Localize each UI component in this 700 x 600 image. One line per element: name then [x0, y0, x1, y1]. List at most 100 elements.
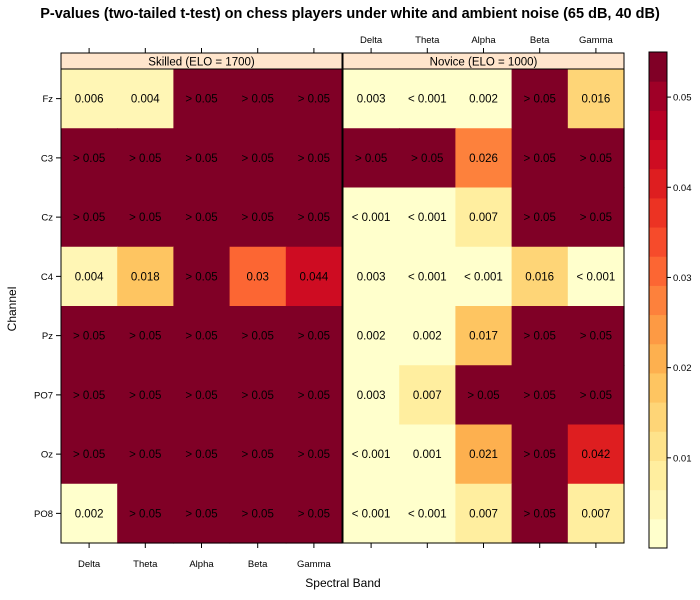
heatmap-cell — [173, 246, 231, 307]
cell-label: < 0.001 — [577, 271, 616, 283]
strip-label: Novice (ELO = 1000) — [430, 57, 538, 69]
heatmap-cell — [511, 128, 569, 189]
colorbar-tick-label: 0.02 — [673, 363, 692, 374]
cell-label: > 0.05 — [185, 390, 217, 402]
colorbar-tick-label: 0.05 — [673, 93, 692, 104]
heatmap-cell — [455, 424, 513, 485]
cell-label: > 0.05 — [524, 331, 556, 343]
cell-label: > 0.05 — [524, 94, 556, 106]
heatmap-cell — [567, 306, 625, 366]
heatmap-cell — [61, 128, 118, 189]
cell-label: > 0.05 — [298, 153, 330, 165]
cell-label: 0.007 — [413, 390, 442, 402]
heatmap-cell — [117, 365, 174, 426]
cell-label: > 0.05 — [185, 94, 217, 106]
axes-layer: Delta Delta Theta Theta Alpha Alpha Beta Beta Ga… — [34, 35, 614, 570]
heatmap-cell — [511, 424, 569, 485]
heatmap-cell — [117, 306, 174, 366]
heatmap-cell — [61, 246, 118, 307]
heatmap-cell — [399, 246, 456, 307]
cell-label: > 0.05 — [298, 212, 330, 224]
heatmap-cell — [399, 424, 456, 485]
heatmap-cell — [455, 365, 513, 426]
cell-label: 0.016 — [525, 271, 554, 283]
y-tick-label: Pz — [42, 331, 53, 342]
cell-label: > 0.05 — [185, 508, 217, 520]
y-tick-label: PO7 — [34, 390, 53, 401]
cell-label: > 0.05 — [580, 331, 612, 343]
cell-label: > 0.05 — [580, 153, 612, 165]
heatmap-cell — [343, 187, 400, 248]
heatmap-cell — [229, 246, 287, 307]
heatmap-cell — [399, 306, 456, 366]
cell-label: > 0.05 — [355, 153, 387, 165]
heatmap-cell — [117, 69, 174, 129]
cell-label: > 0.05 — [73, 331, 105, 343]
colorbar-tick-label: 0.04 — [673, 183, 692, 194]
cell-label: < 0.001 — [408, 94, 447, 106]
heatmap-cell — [173, 69, 231, 129]
y-tick-label: C3 — [41, 153, 53, 164]
cell-label: > 0.05 — [185, 212, 217, 224]
cell-label: 0.002 — [75, 508, 104, 520]
heatmap-cell — [567, 128, 625, 189]
cell-label: > 0.05 — [298, 390, 330, 402]
colorbar-segment — [649, 431, 667, 461]
cell-label: 0.002 — [413, 331, 442, 343]
x-tick-label: Delta — [78, 559, 101, 570]
cell-label: 0.042 — [582, 449, 611, 461]
cell-label: < 0.001 — [408, 508, 447, 520]
cell-label: > 0.05 — [524, 153, 556, 165]
cell-label: 0.003 — [357, 94, 386, 106]
heatmap-cell — [511, 246, 569, 307]
cell-label: 0.044 — [300, 271, 329, 283]
heatmap-cell — [61, 365, 118, 426]
heatmap-cell — [117, 246, 174, 307]
cell-label: > 0.05 — [298, 449, 330, 461]
cell-label: > 0.05 — [580, 212, 612, 224]
cell-label: 0.021 — [469, 449, 498, 461]
y-tick-label: PO8 — [34, 509, 53, 520]
cell-label: 0.017 — [469, 331, 498, 343]
heatmap-cell — [173, 306, 231, 366]
x-tick-label: Gamma — [579, 35, 614, 46]
cell-label: > 0.05 — [467, 390, 499, 402]
heatmap-cell — [117, 187, 174, 248]
heatmap-cell — [399, 483, 456, 544]
cell-label: > 0.05 — [524, 212, 556, 224]
x-tick-label: Theta — [133, 559, 158, 570]
heatmap-cell — [343, 424, 400, 485]
cell-label: 0.026 — [469, 153, 498, 165]
cell-label: > 0.05 — [298, 508, 330, 520]
cell-label: 0.003 — [357, 390, 386, 402]
cell-label: 0.004 — [75, 271, 104, 283]
heatmap-cell — [285, 128, 343, 189]
cell-label: > 0.05 — [242, 212, 274, 224]
heatmap-cell — [399, 187, 456, 248]
colorbar-segment — [649, 197, 667, 228]
heatmap-cell — [343, 69, 400, 129]
cell-label: 0.002 — [357, 331, 386, 343]
heatmap-cell — [567, 424, 625, 485]
cell-label: > 0.05 — [129, 153, 161, 165]
cell-label: > 0.05 — [185, 271, 217, 283]
heatmap-cell — [343, 483, 400, 544]
heatmap-cell — [567, 246, 625, 307]
colorbar-segment — [649, 52, 667, 82]
colorbar-segment — [649, 372, 667, 403]
colorbar-tick-label: 0.03 — [673, 273, 692, 284]
cell-label: > 0.05 — [129, 390, 161, 402]
cell-label: > 0.05 — [129, 331, 161, 343]
heatmap-cell — [173, 483, 231, 544]
colorbar-segment — [649, 460, 667, 491]
cell-label: 0.007 — [582, 508, 611, 520]
heatmap-cell — [173, 424, 231, 485]
colorbar-segment — [649, 314, 667, 345]
colorbar-segment — [649, 256, 667, 286]
cell-label: > 0.05 — [298, 94, 330, 106]
heatmap-cell — [61, 306, 118, 366]
strip-label: Skilled (ELO = 1700) — [148, 57, 255, 69]
heatmap-cell — [511, 187, 569, 248]
heatmap-cell — [511, 483, 569, 544]
